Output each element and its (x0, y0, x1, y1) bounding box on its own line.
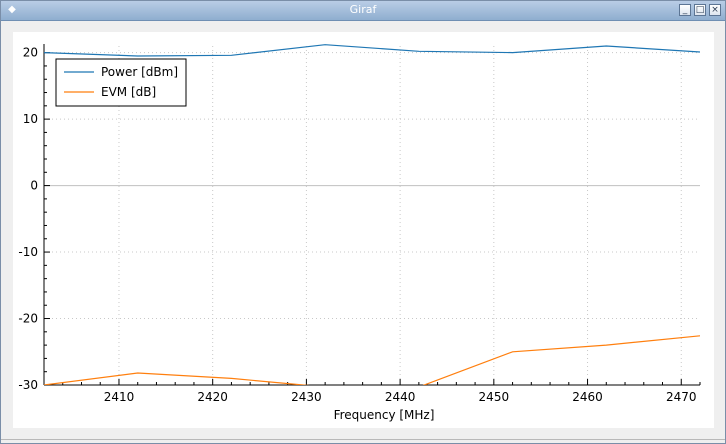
x-axis-label: Frequency [MHz] (334, 408, 435, 422)
x-tick-label: 2430 (291, 390, 322, 404)
y-tick-label: -30 (18, 378, 38, 392)
plot-panel: 2410 2420 2430 2440 2450 2460 2470 20 10 0 -10 -20 -… (13, 32, 714, 428)
legend-label: Power [dBm] (101, 65, 178, 79)
line-chart[interactable]: 2410 2420 2430 2440 2450 2460 2470 20 10 0 -10 -20 -… (13, 32, 714, 428)
x-tick-label: 2420 (197, 390, 228, 404)
close-button[interactable]: × (709, 4, 721, 16)
y-tick-label: 10 (23, 112, 38, 126)
y-tick-label: 0 (30, 179, 38, 193)
x-tick-label: 2460 (572, 390, 603, 404)
x-tick-label: 2450 (479, 390, 510, 404)
series-line-evm (44, 335, 700, 385)
minimize-button[interactable]: _ (679, 4, 691, 16)
y-tick-label: -10 (18, 245, 38, 259)
legend-box (55, 58, 187, 107)
app-icon: ◆ (8, 4, 16, 15)
y-tick-label: -20 (18, 312, 38, 326)
title-bar[interactable]: ◆ Giraf _ □ × (1, 1, 725, 21)
maximize-button[interactable]: □ (694, 4, 706, 16)
x-tick-label: 2470 (666, 390, 697, 404)
window-title: Giraf (349, 3, 377, 16)
x-tick-label: 2410 (104, 390, 135, 404)
series-line-power (44, 44, 700, 57)
status-divider (1, 439, 725, 440)
x-tick-label: 2440 (385, 390, 416, 404)
legend-label: EVM [dB] (101, 85, 156, 99)
y-tick-label: 20 (23, 46, 38, 60)
